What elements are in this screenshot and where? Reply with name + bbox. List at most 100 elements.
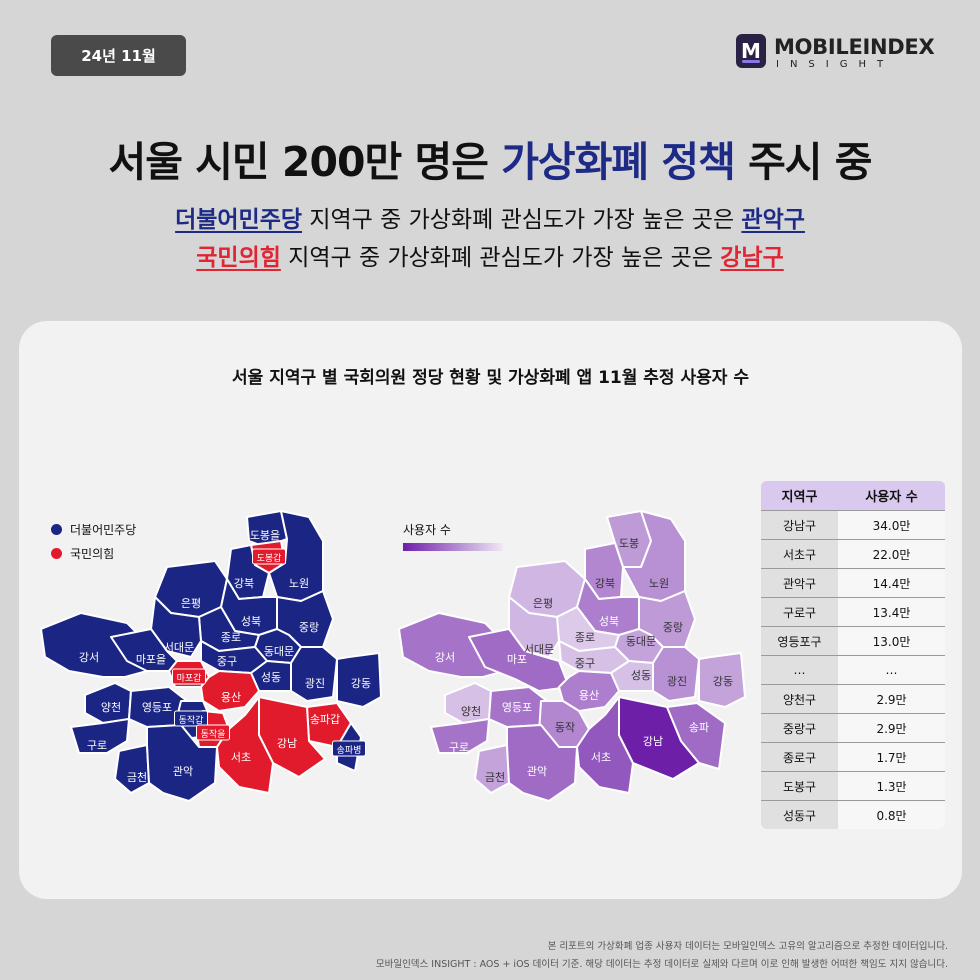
user-count-legend-label: 사용자 수 xyxy=(403,523,451,537)
district-shape xyxy=(114,744,150,794)
table-cell-district: 중랑구 xyxy=(782,721,817,736)
district-label: 성북 xyxy=(599,615,619,628)
district-label: 강북 xyxy=(595,577,615,590)
district-shape xyxy=(200,670,260,712)
district-label: 성북 xyxy=(241,615,261,628)
district-label-box xyxy=(174,710,208,727)
district-label: 동작을 xyxy=(201,729,226,740)
district-label: 도봉갑 xyxy=(257,552,282,564)
user-count-legend: 사용자 수 xyxy=(403,521,503,551)
chart-panel: 서울 지역구 별 국회의원 정당 현황 및 가상화폐 앱 11월 추정 사용자 … xyxy=(19,321,962,899)
subline1-district: 관악구 xyxy=(741,207,805,233)
district-label: 중구 xyxy=(575,657,595,670)
district-label: 서대문 xyxy=(164,641,194,654)
table-cell-district: 양천구 xyxy=(782,692,817,707)
subline1-party: 더불어민주당 xyxy=(175,207,303,233)
district-label: 영등포 xyxy=(502,701,532,714)
district-label: 마포갑 xyxy=(177,672,202,684)
district-label: 은평 xyxy=(181,597,201,610)
legend-dot-democratic xyxy=(51,523,62,535)
table-cell-users: 1.3만 xyxy=(838,772,945,800)
table-cell-district: 영등포구 xyxy=(777,634,822,649)
district-shape xyxy=(666,702,726,770)
table-row: 도봉구 1.3만 xyxy=(761,771,945,800)
district-label: 종로 xyxy=(221,631,241,644)
district-label: 송파갑 xyxy=(310,713,340,726)
table-cell-district: 강남구 xyxy=(782,518,817,533)
district-label: 동작갑 xyxy=(179,714,204,726)
table-cell-users: 2.9만 xyxy=(838,714,945,742)
table-cell-district: 관악구 xyxy=(782,576,817,591)
legend-democratic: 더불어민주당 xyxy=(51,517,136,541)
table-cell-district: 서초구 xyxy=(782,547,817,562)
legend-dot-ppp xyxy=(51,547,62,559)
district-label-box xyxy=(196,724,230,741)
district-label-box xyxy=(252,548,286,565)
district-label: 금천 xyxy=(127,770,147,784)
district-label: 노원 xyxy=(649,577,669,590)
district-shape xyxy=(40,612,152,678)
table-cell-district: 도봉구 xyxy=(782,779,817,794)
table-body: 강남구 34.0만 서초구 22.0만 관악구 14.4만 구로구 13.4만 영등포구 13.0… xyxy=(761,510,945,829)
table-cell-users: 1.7만 xyxy=(838,743,945,771)
table-cell-users: 0.8만 xyxy=(838,801,945,829)
district-label: 서초 xyxy=(591,751,611,764)
logo-mark-icon: M xyxy=(736,34,766,68)
district-shape xyxy=(698,652,746,708)
district-label: 강동 xyxy=(713,675,733,688)
table-cell-district: 구로구 xyxy=(782,605,817,620)
district-shape xyxy=(430,718,490,754)
mobileindex-logo: M MOBILEINDEX INSIGHT xyxy=(736,34,936,74)
headline-pre: 서울 시민 200만 명은 xyxy=(108,138,502,186)
district-label: 구로 xyxy=(87,739,107,752)
table-row: 구로구 13.4만 xyxy=(761,597,945,626)
subline-ppp: 국민의힘 지역구 중 가상화폐 관심도가 가장 높은 곳은 강남구 xyxy=(0,238,980,272)
table-cell-users: … xyxy=(838,656,945,684)
district-label: 광진 xyxy=(305,677,325,690)
headline-highlight: 가상화폐 정책 xyxy=(501,138,736,186)
district-label: 용산 xyxy=(221,691,241,704)
district-label: 강서 xyxy=(79,651,99,664)
district-label: 성동 xyxy=(261,671,281,684)
subline2-district: 강남구 xyxy=(720,245,784,271)
district-label: 동대문 xyxy=(264,645,294,658)
district-label: 강서 xyxy=(435,651,455,664)
date-badge: 24년 11월 xyxy=(51,35,186,76)
table-cell-users: 34.0만 xyxy=(838,511,945,539)
district-label: 은평 xyxy=(533,597,553,610)
district-shape xyxy=(506,724,578,802)
district-label: 양천 xyxy=(461,704,481,718)
district-label: 영등포 xyxy=(142,701,172,714)
district-shape xyxy=(70,718,130,754)
district-label: 동대문 xyxy=(626,635,656,648)
district-shape xyxy=(652,646,700,702)
subline1-middle: 지역구 중 가상화폐 관심도가 가장 높은 곳은 xyxy=(302,207,742,233)
table-header: 지역구 사용자 수 xyxy=(761,481,945,510)
district-label: 중랑 xyxy=(663,621,683,634)
legend-ppp: 국민의힘 xyxy=(51,541,136,565)
user-count-table: 지역구 사용자 수 강남구 34.0만 서초구 22.0만 관악구 14.4만 구로구 13.… xyxy=(761,481,945,829)
logo-sub: INSIGHT xyxy=(776,59,895,70)
district-label-box xyxy=(332,740,366,757)
table-cell-users: 13.4만 xyxy=(838,598,945,626)
district-label-box xyxy=(172,668,206,685)
district-label: 구로 xyxy=(449,741,469,754)
district-label: 용산 xyxy=(579,689,599,702)
district-label: 도봉 xyxy=(619,537,639,550)
subline2-middle: 지역구 중 가상화폐 관심도가 가장 높은 곳은 xyxy=(280,245,721,271)
subline2-party: 국민의힘 xyxy=(196,245,281,271)
district-label: 마포을 xyxy=(136,653,166,666)
table-header-district: 지역구 xyxy=(761,481,838,510)
district-label: 동작 xyxy=(555,721,575,734)
table-row: 양천구 2.9만 xyxy=(761,684,945,713)
legend-ppp-label: 국민의힘 xyxy=(70,546,115,561)
headline-post: 주시 중 xyxy=(734,138,872,186)
district-label: 광진 xyxy=(667,675,687,688)
subline-democratic: 더불어민주당 지역구 중 가상화폐 관심도가 가장 높은 곳은 관악구 xyxy=(0,200,980,234)
table-row: 강남구 34.0만 xyxy=(761,510,945,539)
table-row: 서초구 22.0만 xyxy=(761,539,945,568)
table-row: 중랑구 2.9만 xyxy=(761,713,945,742)
table-cell-users: 22.0만 xyxy=(838,540,945,568)
table-row: 영등포구 13.0만 xyxy=(761,626,945,655)
